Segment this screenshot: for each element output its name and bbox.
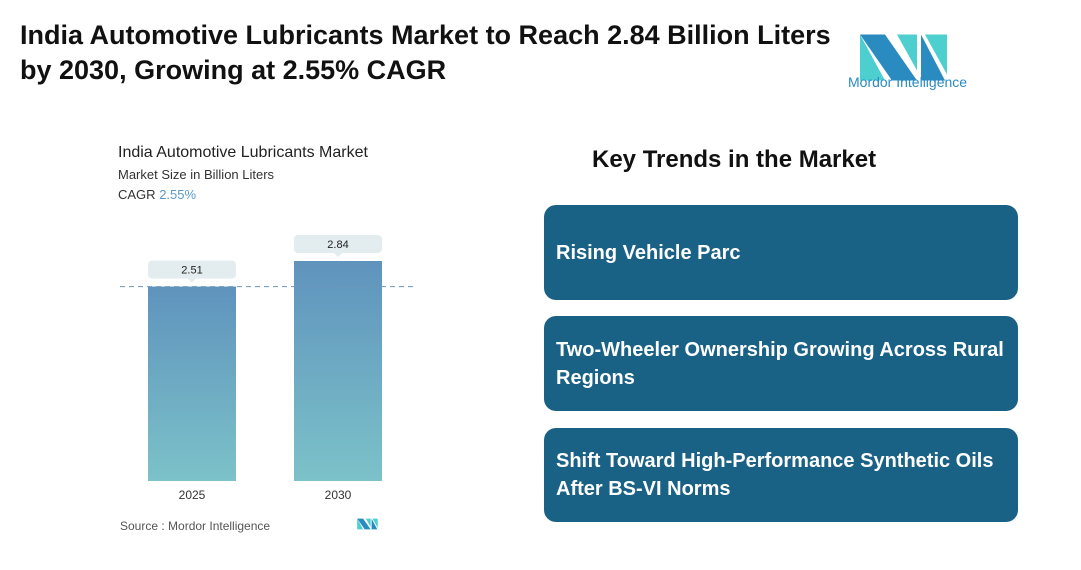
trend-card: Two-Wheeler Ownership Growing Across Rur…: [544, 316, 1018, 411]
data-label-pointer: [188, 278, 196, 283]
data-label-bg: [294, 235, 382, 253]
chart-cagr: CAGR 2.55%: [118, 187, 196, 202]
data-label: 2.84: [327, 239, 348, 251]
data-label-bg: [148, 260, 236, 279]
trend-card: Shift Toward High-Performance Synthetic …: [544, 428, 1018, 522]
trend-text: Shift Toward High-Performance Synthetic …: [556, 450, 994, 500]
chart-title: India Automotive Lubricants Market: [118, 144, 368, 161]
mordor-logo-icon: [860, 34, 947, 81]
x-tick-label: 2025: [179, 488, 206, 502]
x-tick-label: 2030: [325, 488, 352, 502]
chart-subtitle: Market Size in Billion Liters: [118, 167, 275, 182]
source-logo-icon: [357, 518, 378, 530]
trend-text: Rising Vehicle Parc: [556, 241, 741, 264]
chart-source: Source : Mordor Intelligence: [120, 519, 271, 533]
bar-chart: 2.51 2025 2.84 2030: [120, 235, 415, 502]
bar: [148, 286, 236, 481]
logo-text: Mordor Intelligence: [848, 74, 968, 90]
trend-card: Rising Vehicle Parc: [544, 205, 1018, 300]
cagr-label: CAGR: [118, 187, 156, 202]
key-trends-title: Key Trends in the Market: [592, 146, 877, 173]
cagr-value: 2.55%: [159, 187, 197, 202]
trend-text: Two-Wheeler Ownership Growing Across Rur…: [556, 338, 1004, 389]
page-title: India Automotive Lubricants Market to Re…: [20, 20, 831, 85]
data-label: 2.51: [181, 265, 202, 277]
bar: [294, 261, 382, 481]
data-label-pointer: [334, 253, 342, 257]
